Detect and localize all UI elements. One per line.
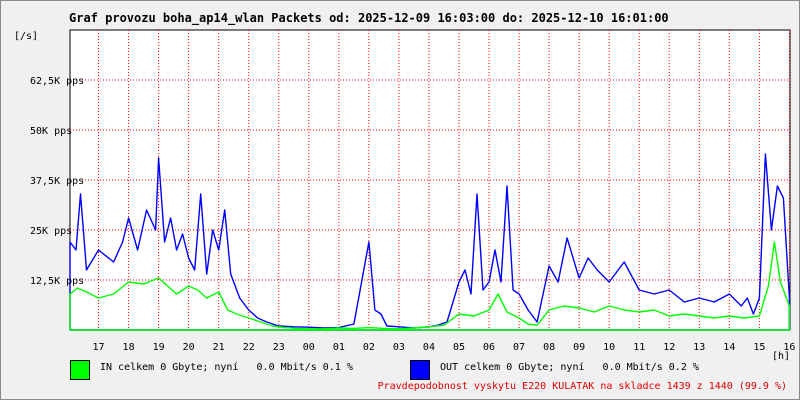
footer-note: Pravdepodobnost vyskytu E220 KULATAK na … [377,381,787,392]
series-layer [69,153,791,331]
x-tick-label: 02 [363,342,375,353]
x-tick-label: 05 [453,342,465,353]
x-tick-label: 23 [273,342,285,353]
x-tick-label: 09 [573,342,585,353]
x-tick-label: 12 [663,342,675,353]
y-tick-label: 37,5K pps [30,176,84,187]
x-tick-label: 06 [483,342,495,353]
x-tick-label: 17 [93,342,105,353]
y-tick-labels: 12,5K pps 25K pps 37,5K pps 50K pps 62,5K pp… [30,76,84,287]
y-tick-label: 25K pps [30,226,72,237]
y-unit-label: [/s] [14,31,39,42]
legend-out-swatch [410,360,430,380]
x-tick-label: 08 [543,342,555,353]
x-tick-labels: 17 18 19 20 21 22 23 00 01 02 03 04 05 06 07 08 09 10 11 12… [93,342,796,353]
x-tick-label: 19 [153,342,165,353]
chart-title: Graf provozu boha_ap14_wlan Packets od: … [69,11,669,25]
x-tick-label: 00 [303,342,315,353]
legend-out-text: OUT celkem 0 Gbyte; nyní 0.0 Mbit/s 0.2 … [440,362,699,373]
x-unit-label: [h] [772,351,791,362]
x-tick-label: 10 [603,342,615,353]
grid-lines [70,30,790,330]
x-tick-label: 20 [183,342,195,353]
legend-in-text: IN celkem 0 Gbyte; nyní 0.0 Mbit/s 0.1 % [100,362,353,373]
x-tick-label: 15 [753,342,765,353]
x-tick-label: 18 [123,342,135,353]
x-tick-label: 11 [633,342,645,353]
x-tick-label: 16 [783,342,795,353]
y-tick-label: 50K pps [30,126,72,137]
x-tick-label: 22 [243,342,255,353]
x-tick-label: 07 [513,342,525,353]
y-tick-label: 12,5K pps [30,276,84,287]
y-tick-label: 62,5K pps [30,76,84,87]
x-tick-label: 04 [423,342,435,353]
x-tick-label: 21 [213,342,225,353]
x-tick-label: 03 [393,342,405,353]
series-in-line [69,241,791,331]
x-tick-label: 14 [723,342,735,353]
legend-in-swatch [70,360,90,380]
x-tick-label: 01 [333,342,345,353]
x-tick-label: 13 [693,342,705,353]
